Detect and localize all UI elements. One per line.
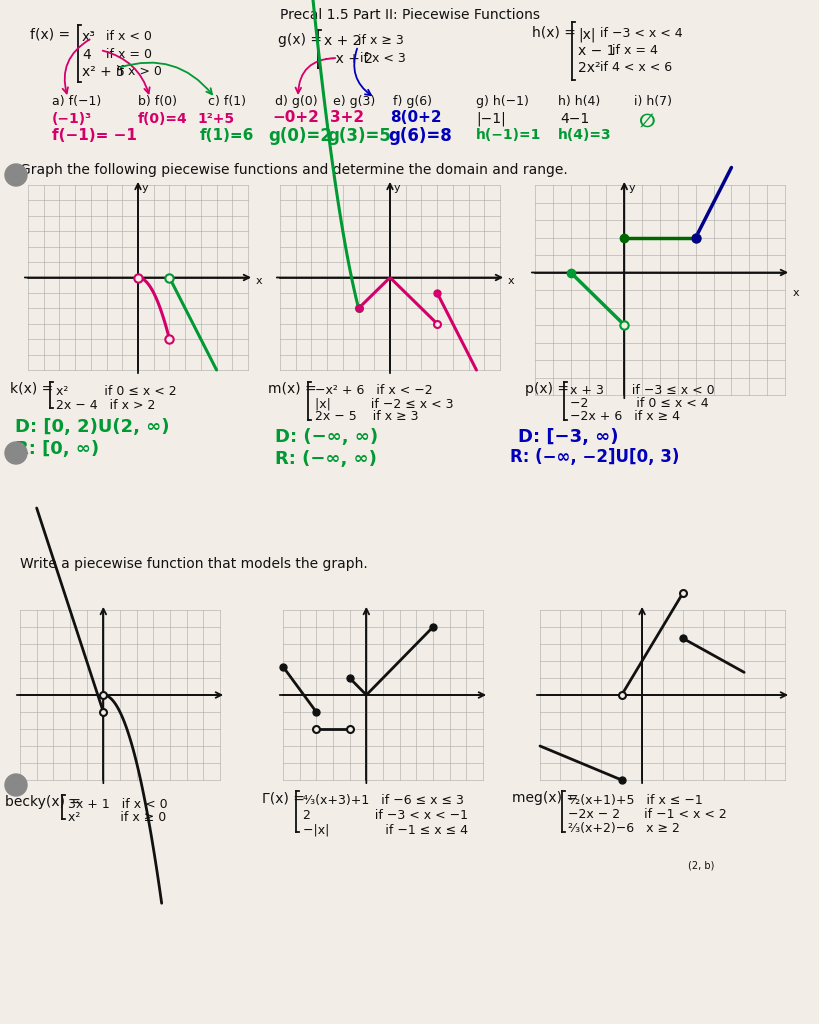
Text: 2                if −3 < x < −1: 2 if −3 < x < −1	[303, 809, 468, 822]
Text: 3x + 1   if x < 0: 3x + 1 if x < 0	[68, 798, 168, 811]
Text: (−1)³: (−1)³	[52, 112, 92, 126]
Circle shape	[5, 774, 27, 796]
Text: if x < 3: if x < 3	[360, 52, 405, 65]
Text: becky(x) =: becky(x) =	[5, 795, 81, 809]
Text: if x = 0: if x = 0	[106, 48, 152, 61]
Circle shape	[5, 442, 27, 464]
Text: y: y	[394, 183, 400, 193]
Text: R: (−∞, −2]U[0, 3): R: (−∞, −2]U[0, 3)	[510, 449, 680, 466]
Text: −2            if 0 ≤ x < 4: −2 if 0 ≤ x < 4	[570, 397, 708, 410]
Text: Graph the following piecewise functions and determine the domain and range.: Graph the following piecewise functions …	[20, 163, 568, 177]
Text: k(x) =: k(x) =	[10, 382, 53, 396]
Text: (2, b): (2, b)	[688, 860, 714, 870]
Text: d) g(0): d) g(0)	[275, 95, 318, 108]
Text: h(x) =: h(x) =	[532, 25, 576, 39]
Text: if x ≥ 3: if x ≥ 3	[358, 34, 404, 47]
Text: −0+2: −0+2	[272, 110, 319, 125]
Text: 2x − 4   if x > 2: 2x − 4 if x > 2	[56, 399, 156, 412]
Text: −|x|              if −1 ≤ x ≤ 4: −|x| if −1 ≤ x ≤ 4	[303, 823, 468, 836]
Text: f(−1)= −1: f(−1)= −1	[52, 128, 137, 143]
Text: meg(x) =: meg(x) =	[512, 791, 578, 805]
Text: y: y	[628, 183, 635, 193]
Text: −2x − 2      if −1 < x < 2: −2x − 2 if −1 < x < 2	[568, 808, 726, 821]
Text: f(x) =: f(x) =	[30, 28, 70, 42]
Text: x: x	[793, 288, 799, 298]
Text: 2x²: 2x²	[578, 61, 600, 75]
Text: −2x + 6   if x ≥ 4: −2x + 6 if x ≥ 4	[570, 410, 680, 423]
Text: D: [−3, ∞): D: [−3, ∞)	[518, 428, 618, 446]
Text: 1²+5: 1²+5	[197, 112, 234, 126]
Text: g(0)=2: g(0)=2	[268, 127, 332, 145]
Text: x³: x³	[82, 30, 96, 44]
Text: Precal 1.5 Part II: Piecewise Functions: Precal 1.5 Part II: Piecewise Functions	[280, 8, 540, 22]
Text: x² + 5: x² + 5	[82, 65, 124, 79]
Text: e) g(3): e) g(3)	[333, 95, 375, 108]
Text: g(3)=5: g(3)=5	[327, 127, 391, 145]
Text: −x + 2: −x + 2	[324, 52, 373, 66]
Text: g(x) =: g(x) =	[278, 33, 322, 47]
Text: a) f(−1): a) f(−1)	[52, 95, 102, 108]
Text: R: (−∞, ∞): R: (−∞, ∞)	[275, 450, 377, 468]
Text: |x|          if −2 ≤ x < 3: |x| if −2 ≤ x < 3	[315, 397, 454, 410]
Text: x: x	[508, 275, 514, 286]
Text: if x = 4: if x = 4	[612, 44, 658, 57]
Text: |x|: |x|	[578, 27, 595, 42]
Text: Γ(x) =: Γ(x) =	[262, 791, 305, 805]
Text: c) f(1): c) f(1)	[208, 95, 246, 108]
Text: if −3 < x < 4: if −3 < x < 4	[600, 27, 682, 40]
Text: y: y	[142, 183, 148, 193]
Text: g) h(−1): g) h(−1)	[476, 95, 529, 108]
Text: 8(0+2: 8(0+2	[390, 110, 441, 125]
Text: g(6)=8: g(6)=8	[388, 127, 452, 145]
Text: m(x) =: m(x) =	[268, 382, 317, 396]
Text: ⁴⁄₃(x+3)+1   if −6 ≤ x ≤ 3: ⁴⁄₃(x+3)+1 if −6 ≤ x ≤ 3	[303, 794, 464, 807]
Text: x: x	[256, 275, 263, 286]
Text: h(−1)=1: h(−1)=1	[476, 128, 541, 142]
Text: 4−1: 4−1	[560, 112, 589, 126]
Text: R: [0, ∞): R: [0, ∞)	[15, 440, 99, 458]
Text: f(0)=4: f(0)=4	[138, 112, 188, 126]
Text: if x > 0: if x > 0	[116, 65, 162, 78]
Text: 3+2: 3+2	[330, 110, 364, 125]
Text: |−1|: |−1|	[476, 112, 506, 127]
Text: f) g(6): f) g(6)	[393, 95, 432, 108]
Text: x − 1: x − 1	[578, 44, 616, 58]
Text: ½(x+1)+5   if x ≤ −1: ½(x+1)+5 if x ≤ −1	[568, 794, 703, 807]
Text: ²⁄₃(x+2)−6   x ≥ 2: ²⁄₃(x+2)−6 x ≥ 2	[568, 822, 680, 835]
Text: x²          if x ≥ 0: x² if x ≥ 0	[68, 811, 166, 824]
Text: if x < 0: if x < 0	[106, 30, 152, 43]
Text: x + 3       if −3 ≤ x < 0: x + 3 if −3 ≤ x < 0	[570, 384, 715, 397]
Text: i) h(7): i) h(7)	[634, 95, 672, 108]
Text: Write a piecewise function that models the graph.: Write a piecewise function that models t…	[20, 557, 368, 571]
Text: 2x − 5    if x ≥ 3: 2x − 5 if x ≥ 3	[315, 410, 419, 423]
Text: p(x) =: p(x) =	[525, 382, 569, 396]
Text: D: (−∞, ∞): D: (−∞, ∞)	[275, 428, 378, 446]
Text: if 4 < x < 6: if 4 < x < 6	[600, 61, 672, 74]
Text: 4: 4	[82, 48, 91, 62]
Text: f(1)=6: f(1)=6	[200, 128, 255, 143]
Text: D: [0, 2)U(2, ∞): D: [0, 2)U(2, ∞)	[15, 418, 170, 436]
Text: x + 2: x + 2	[324, 34, 361, 48]
Text: −x² + 6   if x < −2: −x² + 6 if x < −2	[315, 384, 432, 397]
Text: x²         if 0 ≤ x < 2: x² if 0 ≤ x < 2	[56, 385, 177, 398]
Text: b) f(0): b) f(0)	[138, 95, 177, 108]
Text: ∅: ∅	[638, 112, 654, 131]
Text: h) h(4): h) h(4)	[558, 95, 600, 108]
Text: h(4)=3: h(4)=3	[558, 128, 612, 142]
Circle shape	[5, 164, 27, 186]
